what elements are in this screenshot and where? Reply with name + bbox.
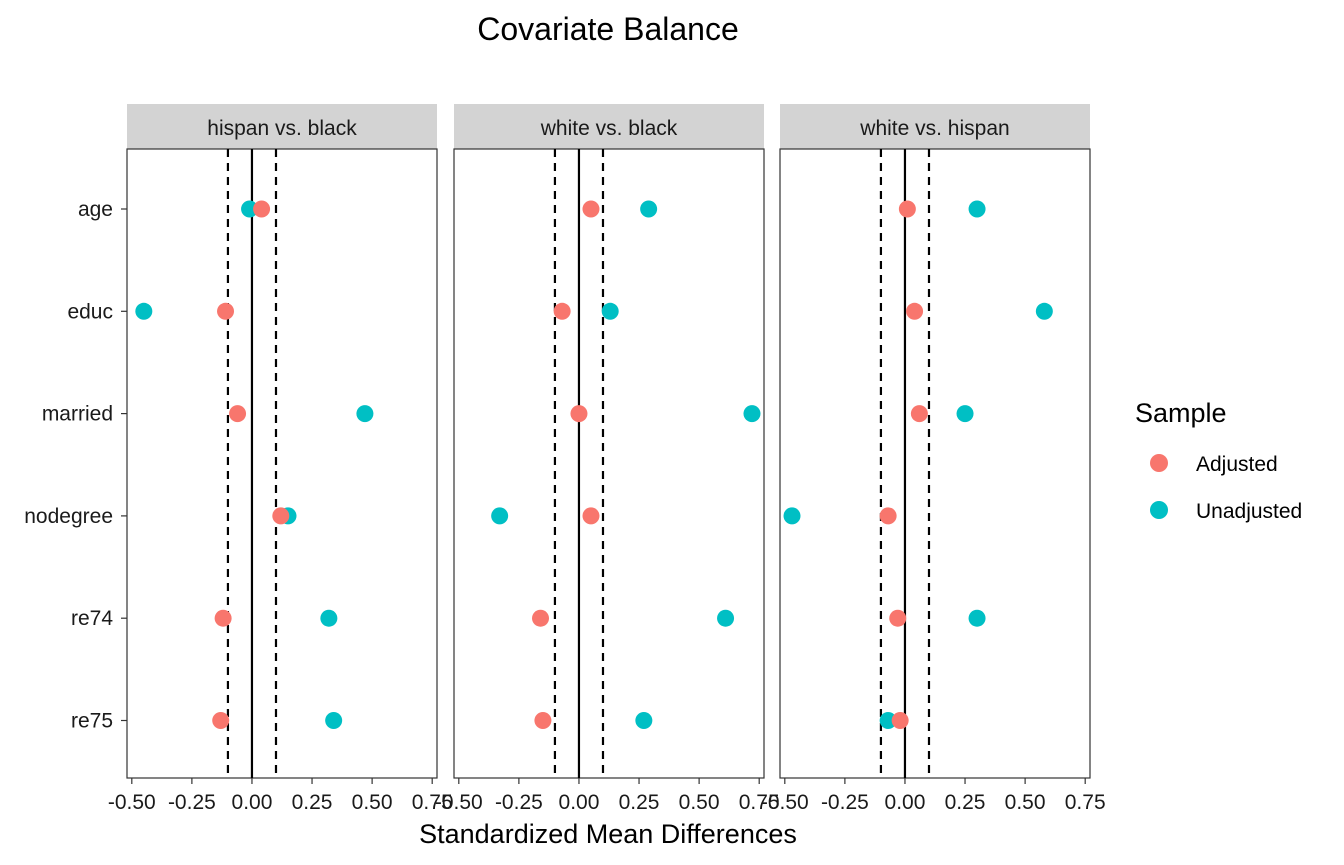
legend-title: Sample	[1135, 398, 1227, 428]
chart-title: Covariate Balance	[477, 11, 738, 47]
adjusted-point	[229, 405, 247, 423]
x-axis-title: Standardized Mean Differences	[419, 819, 797, 849]
unadjusted-point	[743, 405, 761, 423]
adjusted-point	[272, 507, 290, 525]
unadjusted-point	[968, 609, 986, 627]
unadjusted-point	[640, 200, 658, 218]
facet-panels: hispan vs. black age educ married nodegree re…	[24, 104, 1106, 814]
x-tick-label: 0.00	[885, 791, 926, 814]
x-tick-label: -0.25	[168, 791, 216, 814]
unadjusted-point	[783, 507, 801, 525]
adjusted-point	[582, 507, 600, 525]
unadjusted-point	[879, 712, 897, 729]
x-tick-label: 0.25	[292, 791, 333, 814]
facet-panel: hispan vs. black age educ married nodegree re…	[24, 104, 453, 814]
x-tick-label: 0.50	[352, 791, 393, 814]
unadjusted-point	[356, 405, 374, 423]
adjusted-point	[212, 712, 230, 729]
x-tick-label: 0.00	[559, 791, 600, 814]
adjusted-point	[891, 712, 909, 729]
legend-label-unadjusted: Unadjusted	[1196, 500, 1302, 523]
legend: Sample Adjusted Unadjusted	[1135, 398, 1302, 523]
x-tick-label: -0.25	[495, 791, 543, 814]
x-tick-label: -0.50	[108, 791, 156, 814]
facet-strip-label: white vs. black	[540, 117, 678, 140]
x-tick-label: 0.50	[679, 791, 720, 814]
x-tick-label: 0.50	[1005, 791, 1046, 814]
x-tick-label: 0.75	[739, 791, 780, 814]
adjusted-point	[253, 200, 271, 218]
x-tick-label: -0.25	[821, 791, 869, 814]
x-tick-label: 0.00	[232, 791, 273, 814]
x-tick-label: 0.25	[619, 791, 660, 814]
facet-strip-label: hispan vs. black	[207, 117, 357, 140]
adjusted-point	[910, 405, 928, 423]
legend-key-adjusted	[1150, 454, 1168, 472]
adjusted-point	[582, 200, 600, 218]
facet-panel: white vs. hispan -0.50 -0.25 0.00 0.25 0.50 0.…	[761, 104, 1106, 814]
legend-key-unadjusted	[1150, 501, 1168, 519]
x-tick-label: -0.50	[435, 791, 483, 814]
panel-border	[126, 148, 438, 779]
x-tick-label: 0.75	[1065, 791, 1106, 814]
x-tick-label: 0.75	[412, 791, 453, 814]
facet-strip	[780, 104, 1090, 149]
facet-strip	[127, 104, 437, 149]
panel-border	[779, 148, 1091, 779]
y-tick-label: married	[42, 403, 113, 426]
adjusted-point	[217, 302, 235, 320]
facet-strip-label: white vs. hispan	[859, 117, 1009, 140]
y-tick-label: educ	[67, 300, 113, 323]
unadjusted-point	[968, 200, 986, 218]
adjusted-point	[214, 609, 232, 627]
unadjusted-point	[325, 712, 343, 729]
unadjusted-point	[601, 302, 619, 320]
unadjusted-point	[135, 302, 153, 320]
y-tick-label: re74	[71, 607, 113, 630]
adjusted-point	[534, 712, 552, 729]
adjusted-point	[570, 405, 588, 423]
unadjusted-point	[635, 712, 653, 729]
unadjusted-point	[1035, 302, 1053, 320]
adjusted-point	[553, 302, 571, 320]
y-tick-label: nodegree	[24, 505, 113, 528]
adjusted-point	[906, 302, 924, 320]
unadjusted-point	[491, 507, 509, 525]
unadjusted-point	[956, 405, 974, 423]
unadjusted-point	[717, 609, 735, 627]
y-tick-label: age	[78, 198, 113, 221]
legend-label-adjusted: Adjusted	[1196, 453, 1278, 476]
panel-border	[453, 148, 765, 779]
facet-strip	[454, 104, 764, 149]
unadjusted-point	[320, 609, 338, 627]
unadjusted-point	[241, 200, 259, 218]
adjusted-point	[532, 609, 550, 627]
x-tick-label: 0.25	[945, 791, 986, 814]
facet-panel: white vs. black -0.50 -0.25 0.00 0.25 0.50 0.7…	[435, 104, 780, 814]
adjusted-point	[889, 609, 907, 627]
y-tick-label: re75	[71, 710, 113, 733]
adjusted-point	[898, 200, 916, 218]
x-tick-label: -0.50	[761, 791, 809, 814]
adjusted-point	[879, 507, 897, 525]
